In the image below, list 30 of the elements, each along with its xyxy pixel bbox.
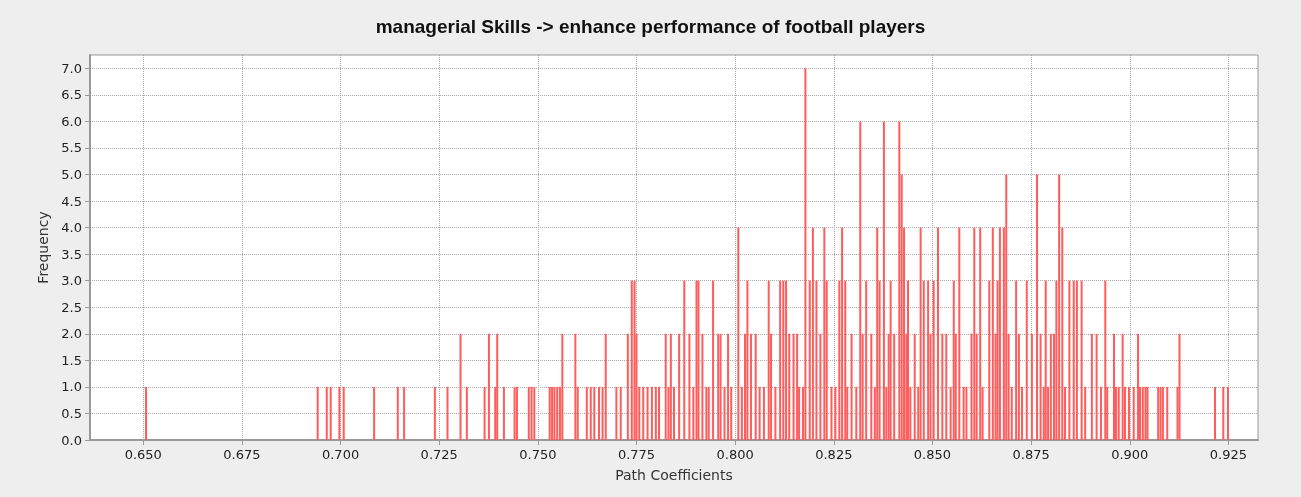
x-tick-label: 0.700 xyxy=(321,447,360,462)
y-tick-label: 3.5 xyxy=(61,246,82,262)
chart-title: managerial Skills -> enhance performance of football players xyxy=(375,16,926,37)
y-tick-label: 6.0 xyxy=(61,113,82,129)
x-tick-label: 0.725 xyxy=(420,447,458,462)
x-tick-label: 0.925 xyxy=(1209,447,1248,462)
x-axis-title: Path Coefficients xyxy=(615,467,733,483)
x-tick-label: 0.650 xyxy=(124,447,162,462)
x-tick-label: 0.775 xyxy=(617,447,656,462)
y-tick-label: 0.5 xyxy=(61,405,82,421)
y-tick-label: 1.0 xyxy=(61,379,82,395)
x-tick-label: 0.800 xyxy=(716,447,754,462)
x-tick-label: 0.675 xyxy=(223,447,261,462)
y-tick-label: 4.5 xyxy=(61,193,82,209)
x-tick-label: 0.825 xyxy=(815,447,853,462)
y-tick-label: 1.5 xyxy=(61,352,82,368)
x-tick-label: 0.875 xyxy=(1012,447,1050,462)
y-tick-label: 2.0 xyxy=(61,326,82,342)
y-tick-label: 5.0 xyxy=(61,166,82,182)
y-tick-label: 7.0 xyxy=(61,60,82,76)
y-tick-label: 3.0 xyxy=(61,273,82,289)
y-tick-label: 2.5 xyxy=(61,299,82,315)
y-tick-label: 0.0 xyxy=(61,432,82,448)
y-tick-label: 5.5 xyxy=(61,140,82,156)
x-tick-label: 0.850 xyxy=(913,447,952,462)
y-tick-label: 6.5 xyxy=(61,87,82,103)
y-axis-title: Frequency xyxy=(35,211,52,284)
y-tick-label: 4.0 xyxy=(61,220,82,236)
x-tick-label: 0.900 xyxy=(1111,447,1149,462)
x-tick-label: 0.750 xyxy=(519,447,557,462)
